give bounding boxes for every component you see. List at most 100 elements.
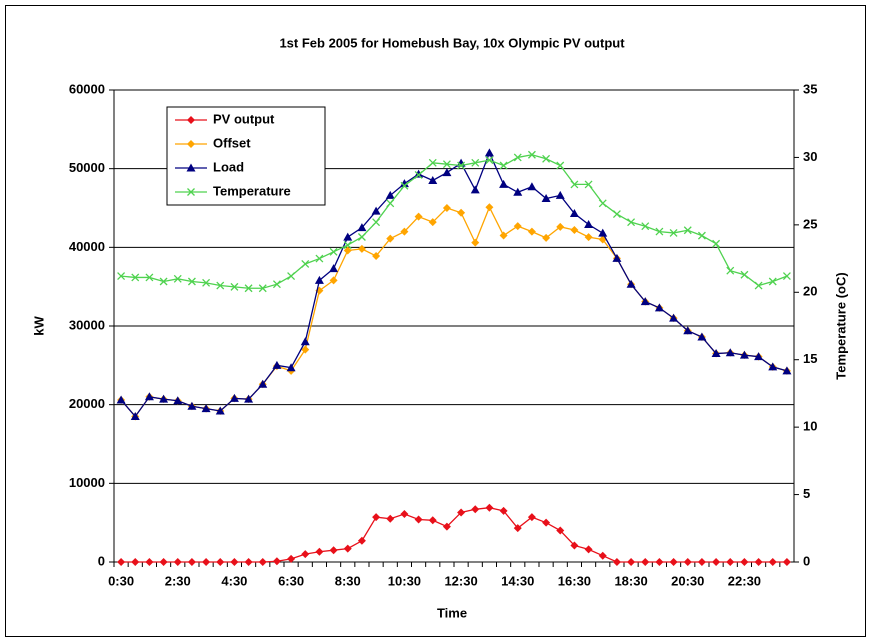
data-point <box>485 503 494 512</box>
data-point <box>768 558 777 566</box>
data-point <box>329 276 338 285</box>
y-tick-label: 60000 <box>69 81 105 96</box>
data-point <box>414 515 423 524</box>
data-point <box>428 218 437 227</box>
x-tick-label: 16:30 <box>558 573 591 588</box>
data-point <box>725 348 735 357</box>
data-point <box>173 274 182 283</box>
x-tick-label: 18:30 <box>614 573 647 588</box>
data-point <box>372 513 381 522</box>
y2-tick-label: 0 <box>803 553 810 568</box>
data-point <box>414 171 423 179</box>
data-point <box>400 181 409 190</box>
data-point <box>343 232 353 241</box>
data-point <box>654 303 664 312</box>
x-tick-label: 4:30 <box>221 573 247 588</box>
data-point <box>343 544 352 553</box>
data-point <box>740 270 749 279</box>
data-point <box>782 366 792 375</box>
data-point <box>357 223 367 232</box>
x-tick-label: 12:30 <box>444 573 477 588</box>
data-point <box>598 551 607 560</box>
data-point <box>669 228 678 237</box>
series-line <box>121 154 788 289</box>
data-point <box>527 227 536 236</box>
data-point <box>570 541 579 550</box>
data-point <box>570 180 579 189</box>
data-point <box>457 161 466 170</box>
data-point <box>627 218 636 227</box>
y2-tick-label: 20 <box>803 284 817 299</box>
legend-marker <box>187 188 195 196</box>
data-point <box>541 194 551 203</box>
data-point <box>556 161 565 170</box>
data-point <box>272 557 281 566</box>
data-point <box>187 277 196 286</box>
data-point <box>754 352 764 361</box>
data-point <box>117 558 126 566</box>
data-point <box>711 349 721 358</box>
data-point <box>484 148 494 157</box>
data-point <box>286 363 296 372</box>
data-point <box>470 185 480 194</box>
data-point <box>230 282 239 291</box>
data-point <box>457 208 466 217</box>
data-point <box>612 253 622 262</box>
data-point <box>683 326 693 335</box>
data-point <box>258 558 267 566</box>
data-point <box>655 558 664 566</box>
y-tick-label: 30000 <box>69 317 105 332</box>
data-point <box>697 558 706 566</box>
data-point <box>159 277 168 286</box>
data-point <box>513 187 523 196</box>
data-point <box>712 239 721 248</box>
y2-tick-label: 35 <box>803 81 817 96</box>
data-point <box>301 345 310 354</box>
data-point <box>499 179 509 188</box>
x-tick-label: 6:30 <box>278 573 304 588</box>
data-point <box>159 394 169 403</box>
data-point <box>216 558 225 566</box>
data-point <box>244 558 253 566</box>
data-point <box>343 241 352 250</box>
data-point <box>598 228 608 237</box>
data-point <box>399 179 409 188</box>
data-point <box>754 281 763 290</box>
data-point <box>329 264 339 273</box>
data-point <box>697 332 707 341</box>
legend-label: Temperature <box>213 183 291 198</box>
data-point <box>499 161 508 170</box>
data-point <box>301 550 310 559</box>
data-point <box>315 254 324 263</box>
data-point <box>542 154 551 163</box>
data-point <box>131 273 140 282</box>
data-point <box>626 279 636 288</box>
data-point <box>542 518 551 527</box>
data-point <box>117 272 126 281</box>
legend-marker <box>187 140 195 148</box>
data-point <box>754 558 763 566</box>
data-point <box>768 362 778 371</box>
data-point <box>216 281 225 290</box>
x-tick-label: 22:30 <box>728 573 761 588</box>
data-point <box>386 234 395 243</box>
data-point <box>329 546 338 555</box>
data-point <box>357 233 366 241</box>
legend-label: Offset <box>213 135 251 150</box>
data-point <box>386 199 395 208</box>
data-point <box>229 393 239 402</box>
data-point <box>272 360 282 369</box>
data-point <box>627 558 636 566</box>
data-point <box>782 272 791 281</box>
data-point <box>144 392 154 401</box>
data-point <box>457 508 466 517</box>
data-point <box>357 244 366 253</box>
x-tick-label: 2:30 <box>165 573 191 588</box>
data-point <box>513 222 522 231</box>
data-point <box>300 337 310 346</box>
data-point <box>513 153 522 162</box>
x-tick-label: 10:30 <box>388 573 421 588</box>
data-point <box>556 222 565 231</box>
data-point <box>471 505 480 514</box>
data-point <box>584 220 594 229</box>
